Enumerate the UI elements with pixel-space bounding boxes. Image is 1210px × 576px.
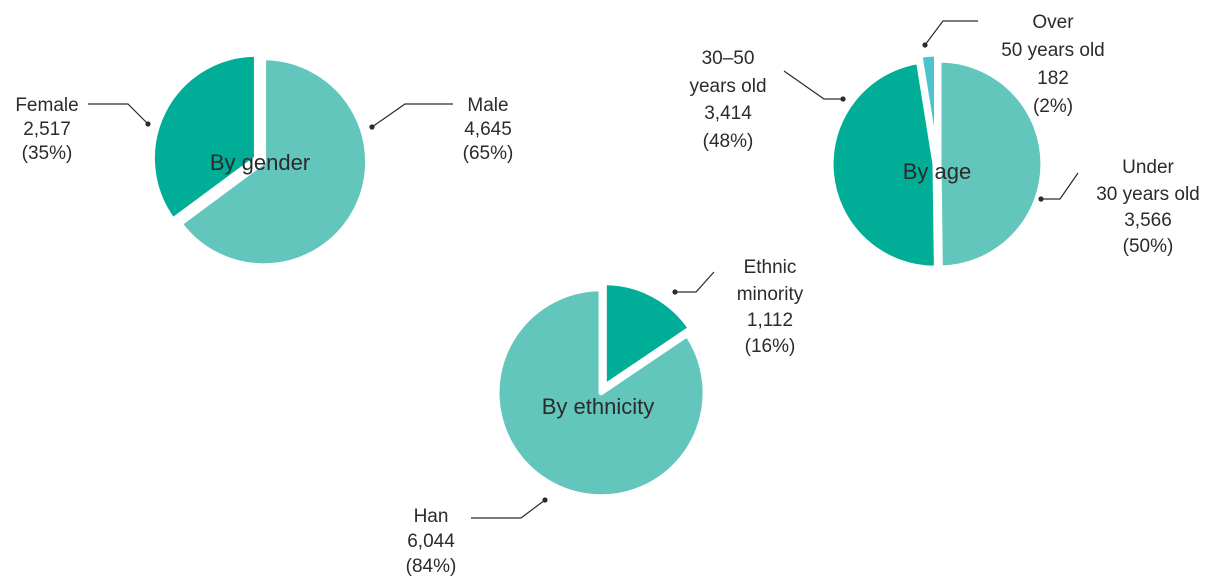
gender-pie-title: By gender (210, 150, 310, 175)
under-30-name-line2: 30 years old (1096, 184, 1200, 205)
over-50-slice (917, 51, 940, 161)
over-50-value: 182 (1037, 68, 1069, 89)
ethnic-minority-name-line2: minority (737, 284, 804, 305)
male-percent: (65%) (463, 143, 514, 164)
male-name: Male (467, 95, 508, 116)
male-slice (177, 55, 371, 269)
ethnic-minority-value: 1,112 (747, 310, 793, 331)
ethnicity-pie: By ethnicity (494, 280, 708, 500)
over-50-name-line1: Over (1032, 12, 1074, 33)
ethnicity-pie-title: By ethnicity (542, 394, 655, 419)
gender-pie: By gender (149, 51, 371, 269)
ethnic-minority-percent: (16%) (745, 336, 796, 357)
ethnic-minority-slice (601, 280, 694, 390)
age-pie-title: By age (903, 159, 972, 184)
ethnic-minority-name-line1: Ethnic (744, 257, 797, 278)
over-50-percent: (2%) (1033, 96, 1073, 117)
han-name: Han (414, 506, 449, 527)
female-name: Female (15, 95, 78, 116)
male-label: Male 4,645 (65%) (369, 95, 513, 164)
han-label: Han 6,044 (84%) (406, 497, 548, 576)
male-value: 4,645 (464, 119, 512, 140)
ethnic-minority-label: Ethnic minority 1,112 (16%) (672, 257, 804, 357)
30-50-percent: (48%) (703, 131, 754, 152)
under-30-percent: (50%) (1123, 236, 1174, 257)
under-30-name-line1: Under (1122, 157, 1174, 178)
30-50-name-line1: 30–50 (702, 48, 755, 69)
female-label: Female 2,517 (35%) (15, 95, 151, 164)
under-30-value: 3,566 (1124, 210, 1172, 231)
30-50-name-line2: years old (689, 76, 766, 97)
age-pie: By age (828, 51, 1046, 271)
over-50-name-line2: 50 years old (1001, 40, 1105, 61)
female-percent: (35%) (22, 143, 73, 164)
female-slice (149, 51, 259, 223)
30-50-label: 30–50 years old 3,414 (48%) (689, 48, 846, 152)
under-30-slice (936, 57, 1046, 271)
han-slice (494, 286, 708, 500)
han-value: 6,044 (407, 531, 455, 552)
female-value: 2,517 (23, 119, 71, 140)
over-50-label: Over 50 years old 182 (2%) (922, 12, 1105, 117)
han-percent: (84%) (406, 556, 457, 576)
30-50-value: 3,414 (704, 103, 752, 124)
under-30-label: Under 30 years old 3,566 (50%) (1038, 157, 1200, 257)
30-50-slice (828, 59, 939, 271)
